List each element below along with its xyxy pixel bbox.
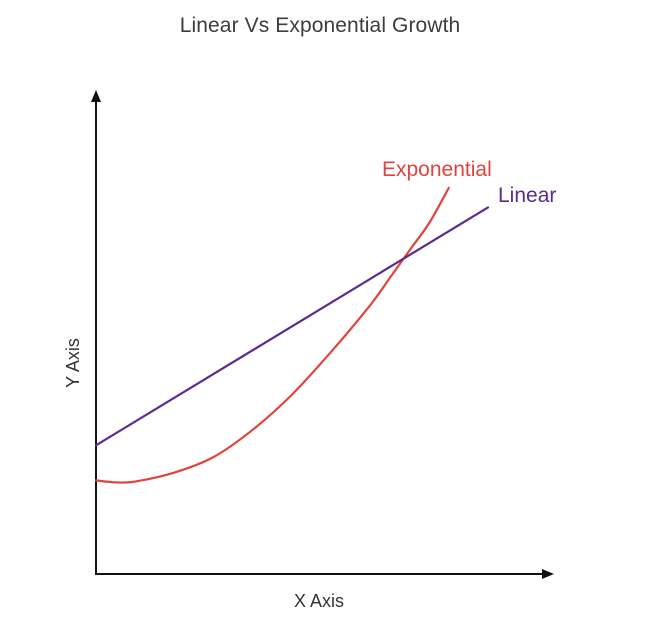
series-layer: Exponential Linear: [94, 158, 556, 484]
series-line-linear: [94, 206, 490, 447]
y-axis-label: Y Axis: [63, 338, 83, 388]
series-line-exponential: [94, 186, 450, 484]
x-axis-label: X Axis: [294, 591, 344, 611]
series-label-exponential: Exponential: [382, 158, 492, 181]
chart-title: Linear Vs Exponential Growth: [179, 14, 461, 37]
series-label-linear: Linear: [498, 184, 556, 207]
